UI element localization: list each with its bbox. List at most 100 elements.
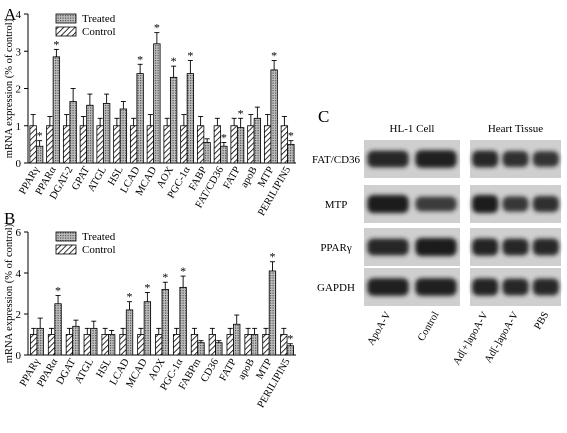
blot-row-label: PPARγ <box>320 242 352 254</box>
panel-a-letter: A <box>4 5 17 24</box>
significance-marker: * <box>162 270 168 284</box>
bar-treated <box>270 69 278 164</box>
bar-control <box>62 125 71 164</box>
bar-control <box>113 125 121 164</box>
bar-treated <box>102 103 111 164</box>
bar-treated <box>153 43 161 164</box>
significance-marker: * <box>187 49 193 63</box>
significance-marker: * <box>55 284 61 298</box>
blot-row-label: GAPDH <box>317 282 355 294</box>
legend-label: Treated <box>82 13 116 25</box>
blot-group-title: Heart Tissue <box>488 123 543 135</box>
y-tick-label: 4 <box>16 9 22 21</box>
significance-marker: * <box>53 37 59 51</box>
y-tick-label: 2 <box>16 309 22 321</box>
bar-treated <box>72 325 80 356</box>
blot-band <box>472 150 499 168</box>
significance-marker: * <box>144 280 150 294</box>
blot-lane-label: PBS <box>533 310 552 332</box>
bar-control <box>96 125 104 164</box>
y-tick-label: 6 <box>16 227 22 239</box>
bar-control <box>262 334 270 356</box>
bar-control <box>46 125 54 164</box>
blot-band <box>502 196 529 212</box>
blot-band <box>472 238 499 256</box>
bar-control <box>129 125 138 164</box>
blot-band <box>502 151 529 167</box>
bar-treated <box>69 101 77 164</box>
bar-control <box>213 125 222 164</box>
significance-marker: * <box>238 106 244 120</box>
bar-treated <box>52 56 61 164</box>
bar-control <box>247 125 255 164</box>
western-blot: HL-1 Cell Heart Tissue FAT/CD36 MTP PPARγ GAP… <box>312 123 561 367</box>
bar-control <box>196 125 205 164</box>
bar-treated <box>169 76 178 164</box>
blot-band <box>502 238 529 256</box>
x-category-label: apoB <box>239 165 260 190</box>
blot-lane-label: ApoA-V <box>366 310 394 348</box>
y-tick-label: 0 <box>16 158 22 170</box>
bar-treated <box>233 323 241 356</box>
significance-marker: * <box>154 21 160 35</box>
blot-band <box>532 238 559 256</box>
y-tick-label: 2 <box>16 84 22 96</box>
bar-control <box>180 125 188 164</box>
significance-marker: * <box>269 250 275 264</box>
significance-marker: * <box>171 54 177 68</box>
significance-marker: * <box>221 131 227 145</box>
bar-treated <box>287 143 295 164</box>
blot-band <box>532 151 559 167</box>
blot-band <box>472 195 499 213</box>
blot-band <box>472 278 499 296</box>
significance-marker: * <box>288 129 294 143</box>
bar-control <box>230 125 238 164</box>
bar-control <box>65 334 74 356</box>
y-axis-label: mRNA expression (% of control) <box>4 223 15 363</box>
bar-treated <box>136 73 144 164</box>
bar-treated <box>161 288 169 356</box>
x-category-label: ATGL <box>73 357 96 386</box>
bar-treated <box>35 145 44 164</box>
significance-marker: * <box>137 52 143 66</box>
bar-control <box>280 125 289 164</box>
bar-control <box>163 125 171 164</box>
legend-swatch-treated <box>55 231 77 242</box>
significance-marker: * <box>271 49 277 63</box>
blot-row-label: MTP <box>325 199 348 211</box>
bar-control <box>101 334 109 356</box>
y-tick-label: 0 <box>16 350 22 362</box>
bar-treated <box>143 301 152 356</box>
y-tick-label: 4 <box>16 268 22 280</box>
bar-control <box>79 125 88 164</box>
bar-treated <box>108 334 116 356</box>
y-axis-label: mRNA expression (% of control) <box>4 18 15 158</box>
bar-control <box>146 125 155 164</box>
bar-treated <box>90 327 98 356</box>
bar-control <box>137 334 145 356</box>
x-category-label: CD36 <box>199 357 221 384</box>
significance-marker: * <box>180 264 186 278</box>
blot-band <box>415 150 457 168</box>
blot-band <box>367 150 409 168</box>
legend-swatch-control <box>55 26 77 37</box>
bar-treated <box>186 73 195 164</box>
bar-treated <box>54 303 62 356</box>
bar-control <box>280 334 288 356</box>
bar-treated <box>203 142 211 164</box>
blot-band <box>367 278 409 296</box>
bar-control <box>244 334 252 356</box>
legend-swatch-control <box>55 244 77 255</box>
bar-treated <box>236 127 245 164</box>
bar-treated <box>197 342 205 356</box>
bar-treated <box>36 327 44 356</box>
legend-label: Control <box>82 26 116 38</box>
blot-band <box>415 196 457 212</box>
bar-control <box>172 334 181 356</box>
panel-b-letter: B <box>4 209 15 228</box>
